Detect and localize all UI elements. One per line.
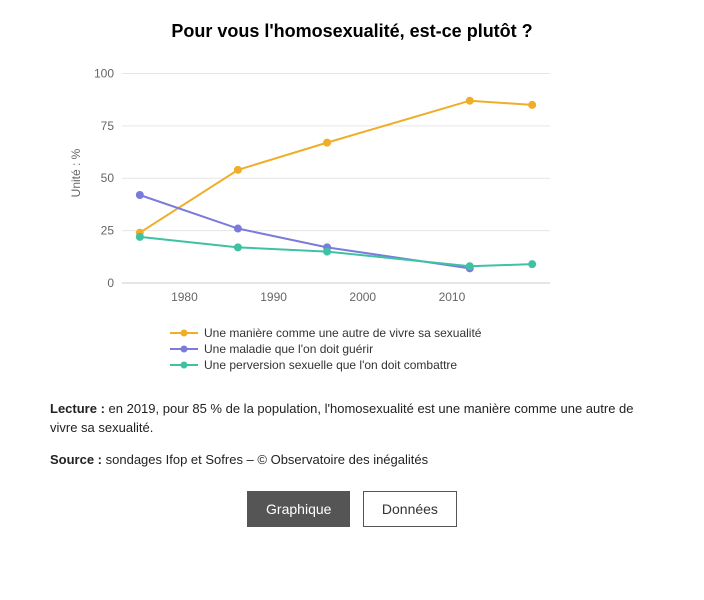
svg-text:2010: 2010 <box>439 290 466 304</box>
source-label: Source : <box>50 452 102 467</box>
source-line: Source : sondages Ifop et Sofres – © Obs… <box>50 452 654 467</box>
view-toggle: Graphique Données <box>50 491 654 527</box>
reading-caption: Lecture : en 2019, pour 85 % de la popul… <box>50 400 654 438</box>
line-chart: 0 25 50 75 100 1980 1990 2000 2010 Unité : % <box>50 53 570 313</box>
legend-swatch <box>170 364 198 366</box>
legend-item[interactable]: Une maladie que l'on doit guérir <box>170 342 654 356</box>
caption-label: Lecture : <box>50 401 105 416</box>
caption-text: en 2019, pour 85 % de la population, l'h… <box>50 401 634 435</box>
svg-text:1980: 1980 <box>171 290 198 304</box>
graph-button[interactable]: Graphique <box>247 491 350 527</box>
svg-text:50: 50 <box>101 172 115 186</box>
chart-area: 0 25 50 75 100 1980 1990 2000 2010 Unité : % <box>50 53 654 318</box>
svg-text:0: 0 <box>107 276 114 290</box>
legend-label: Une perversion sexuelle que l'on doit co… <box>204 358 457 372</box>
legend-label: Une maladie que l'on doit guérir <box>204 342 373 356</box>
legend-item[interactable]: Une manière comme une autre de vivre sa … <box>170 326 654 340</box>
legend-label: Une manière comme une autre de vivre sa … <box>204 326 481 340</box>
chart-legend: Une manière comme une autre de vivre sa … <box>170 326 654 372</box>
legend-item[interactable]: Une perversion sexuelle que l'on doit co… <box>170 358 654 372</box>
legend-swatch <box>170 332 198 334</box>
svg-text:100: 100 <box>94 67 114 81</box>
svg-text:Unité : %: Unité : % <box>69 149 83 198</box>
chart-title: Pour vous l'homosexualité, est-ce plutôt… <box>142 20 562 43</box>
svg-text:25: 25 <box>101 224 115 238</box>
svg-text:75: 75 <box>101 119 115 133</box>
svg-text:1990: 1990 <box>260 290 287 304</box>
legend-swatch <box>170 348 198 350</box>
svg-text:2000: 2000 <box>349 290 376 304</box>
source-text: sondages Ifop et Sofres – © Observatoire… <box>102 452 428 467</box>
data-button[interactable]: Données <box>363 491 457 527</box>
